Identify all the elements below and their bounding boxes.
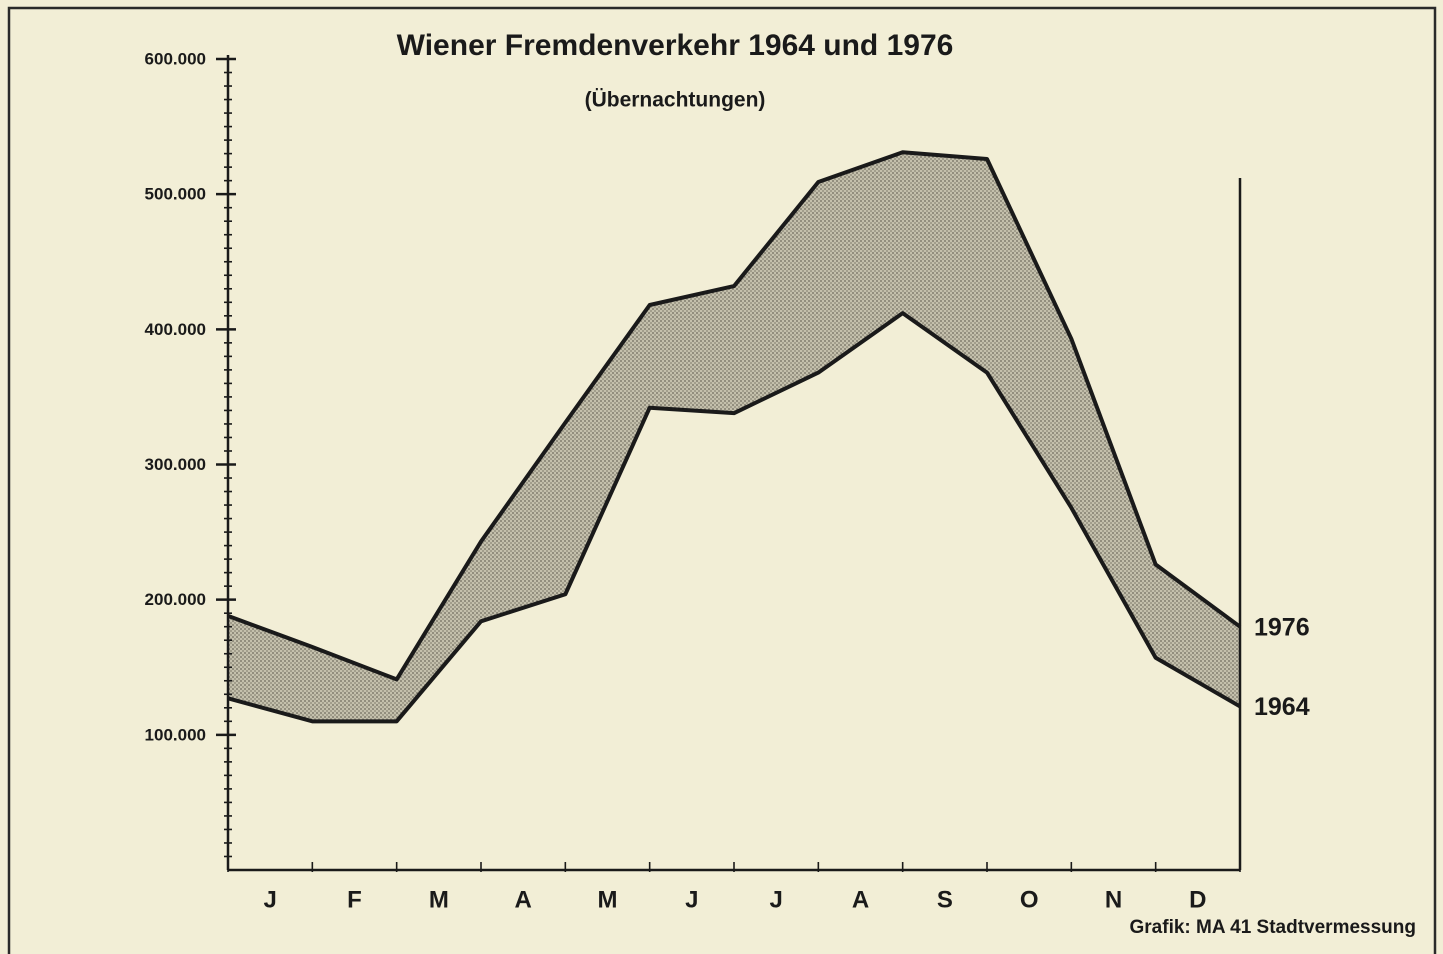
x-tick-label: J [263, 886, 276, 913]
series-line [227, 311, 1241, 724]
series-label: 1964 [1254, 693, 1310, 721]
band-fill [228, 152, 1240, 722]
x-tick-label: M [429, 886, 449, 913]
chart-subtitle: (Übernachtungen) [585, 89, 766, 112]
x-tick-label: J [769, 886, 782, 913]
x-tick-label: A [852, 886, 869, 913]
series-line [227, 150, 1242, 682]
y-tick-label: 100.000 [145, 725, 206, 744]
x-tick-label: F [347, 886, 362, 913]
y-tick-label: 500.000 [145, 185, 206, 204]
source: Grafik: MA 41 Stadtvermessung [1130, 917, 1417, 938]
chart-title: Wiener Fremdenverkehr 1964 und 1976 [397, 29, 954, 62]
x-tick-label: O [1020, 886, 1039, 913]
y-tick-label: 600.000 [145, 49, 206, 68]
frame [7, 6, 1437, 954]
y-tick-label: 300.000 [145, 455, 206, 474]
y-tick-label: 200.000 [145, 590, 206, 609]
x-tick-label: S [937, 886, 953, 913]
x-tick-label: M [598, 886, 618, 913]
x-tick-label: N [1105, 886, 1122, 913]
x-tick-label: J [685, 886, 698, 913]
x-tick-label: A [514, 886, 531, 913]
series-label: 1976 [1254, 613, 1310, 641]
y-tick-label: 400.000 [145, 320, 206, 339]
x-tick-label: D [1189, 886, 1206, 913]
